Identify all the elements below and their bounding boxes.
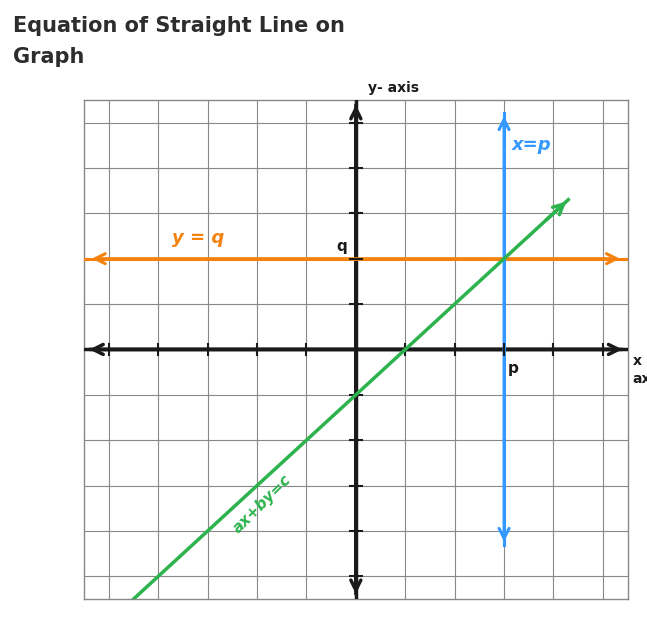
Text: p: p [508,361,519,376]
Text: y = q: y = q [171,230,224,247]
Text: Equation of Straight Line on: Equation of Straight Line on [13,16,345,36]
Text: q: q [336,239,347,254]
Text: x
axis: x axis [633,354,647,386]
Text: y- axis: y- axis [368,81,419,95]
Text: ax+by=c: ax+by=c [230,472,294,537]
Text: x=p: x=p [512,136,551,154]
Text: Graph: Graph [13,47,84,67]
